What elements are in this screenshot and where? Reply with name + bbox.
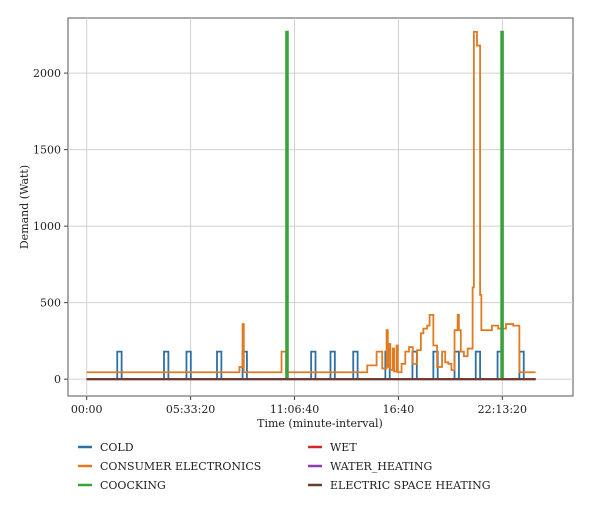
series-group [86, 30, 536, 381]
plot-area [67, 17, 574, 397]
axes: 0 500 1000 1500 2000 00:00 05:33:20 11:06:40 16:… [33, 67, 527, 416]
x-tick-label: 11:06:40 [270, 403, 319, 416]
legend-item: ELECTRIC SPACE HEATING [308, 479, 491, 492]
legend-label: WET [330, 441, 357, 454]
legend-item: WATER_HEATING [308, 460, 432, 473]
x-tick-label: 16:40 [383, 403, 415, 416]
y-tick-label: 1000 [33, 220, 61, 233]
y-tick-label: 2000 [33, 67, 61, 80]
legend-label: ELECTRIC SPACE HEATING [330, 479, 491, 492]
x-axis-label: Time (minute-interval) [257, 417, 383, 430]
x-tick-label: 22:13:20 [478, 403, 527, 416]
y-tick-label: 0 [54, 373, 61, 386]
x-tick-label: 05:33:20 [166, 403, 215, 416]
legend-item: WET [308, 441, 357, 454]
y-axis-label: Demand (Watt) [18, 165, 31, 249]
legend: COLD CONSUMER ELECTRONICS COOCKING WET WATER… [78, 441, 491, 492]
legend-item: COLD [78, 441, 134, 454]
y-tick-label: 500 [40, 297, 61, 310]
x-tick-label: 00:00 [71, 403, 103, 416]
legend-item: COOCKING [78, 479, 166, 492]
series-line-consumer-electronics [86, 30, 536, 374]
legend-item: CONSUMER ELECTRONICS [78, 460, 261, 473]
legend-label: CONSUMER ELECTRONICS [100, 460, 261, 473]
legend-label: COLD [100, 441, 134, 454]
series-line-cold [86, 350, 536, 381]
y-tick-label: 1500 [33, 144, 61, 157]
legend-label: WATER_HEATING [330, 460, 432, 473]
legend-label: COOCKING [100, 479, 166, 492]
